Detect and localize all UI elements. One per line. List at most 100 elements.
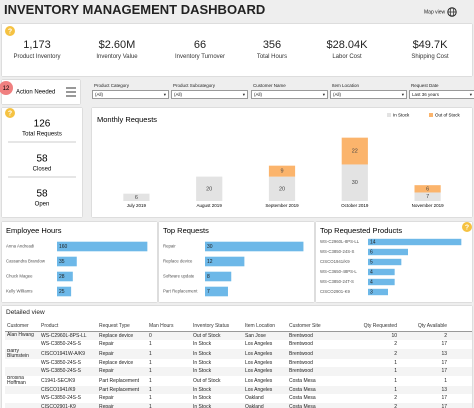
filter-value: (All) bbox=[174, 92, 182, 97]
table-cell: Oakland bbox=[245, 395, 264, 402]
table-cell: Los Angeles bbox=[245, 377, 273, 384]
table-row: WS-C3850-24S-S Replace device 1 In Stock Los… bbox=[5, 359, 472, 368]
table-cell: Repair bbox=[99, 395, 114, 402]
table-row: WS-C3850-24S-S Repair 1 In Stock Oakland Cost… bbox=[5, 394, 472, 403]
table-cell: 1 bbox=[444, 377, 447, 384]
table-cell: 1 bbox=[149, 341, 152, 348]
map-view-label: Map view bbox=[424, 9, 446, 16]
table-cell: 17 bbox=[441, 359, 447, 366]
column-header: Customer bbox=[5, 322, 39, 332]
table-cell: 1 bbox=[149, 359, 152, 366]
table-row: WS-C3850-24S-S Repair 1 In Stock Los Angeles… bbox=[5, 367, 472, 376]
table-cell: 1 bbox=[394, 359, 397, 366]
table-cell: In Stock bbox=[191, 367, 243, 376]
table-cell: 20.00 miles bbox=[449, 348, 472, 359]
table-cell: Los Angeles bbox=[243, 385, 287, 394]
table-cell: 1 bbox=[345, 367, 399, 376]
kpi-panel bbox=[2, 24, 472, 76]
table-cell bbox=[5, 402, 39, 408]
table-cell: 1 bbox=[149, 377, 152, 384]
kpi-value: $28.04K bbox=[326, 39, 368, 51]
kpi-value: 1,173 bbox=[23, 39, 51, 51]
table-cell bbox=[5, 394, 39, 403]
table-cell: WS-C2960L-8PS-LL bbox=[39, 331, 97, 340]
column-header: Item Location bbox=[243, 322, 287, 332]
table-cell: CISCO1941/K9 bbox=[39, 385, 97, 394]
filter-dropdown[interactable]: (All) ▾ bbox=[330, 90, 407, 99]
table-cell: 0 bbox=[147, 331, 191, 340]
table-cell: Los Angeles bbox=[243, 367, 287, 376]
table-cell: Costa Mesa bbox=[287, 385, 345, 394]
table-row: Brosina Hoffman C1941-SEC/K9 Part Replacem… bbox=[5, 376, 472, 386]
filter-dropdown[interactable]: Last 36 years ▾ bbox=[409, 90, 474, 99]
table-cell: Barry Blumstein bbox=[5, 348, 39, 359]
table-cell: 1 bbox=[147, 348, 191, 359]
table-cell: 2150.00 miles bbox=[449, 367, 472, 376]
filter-dropdown[interactable]: (All) ▾ bbox=[171, 90, 248, 99]
column-header: Distance bbox=[449, 322, 472, 332]
action-panel bbox=[2, 80, 80, 104]
column-header: Man Hours bbox=[147, 322, 191, 332]
table-cell: 1 bbox=[345, 385, 399, 394]
table-cell: In Stock bbox=[193, 359, 212, 366]
table-cell: 13 bbox=[399, 385, 449, 394]
filter-value: Last 36 years bbox=[412, 92, 440, 97]
dropdown-arrow: ▾ bbox=[163, 92, 166, 97]
table-cell: 2 bbox=[345, 348, 399, 359]
requests-panel bbox=[2, 108, 82, 217]
table-cell: Brentwood bbox=[289, 359, 313, 366]
table-cell: 17 bbox=[399, 402, 449, 408]
table-cell: WS-C3850-24S-S bbox=[41, 341, 82, 348]
globe-icon bbox=[446, 7, 457, 17]
table-cell: 2 bbox=[394, 395, 397, 402]
table-cell: Replace device bbox=[97, 331, 147, 340]
filter-dropdown[interactable]: (All) ▾ bbox=[92, 90, 169, 99]
table-cell bbox=[5, 367, 39, 376]
table-row: WS-C3850-24S-S Repair 1 In Stock Los Angeles… bbox=[5, 340, 472, 349]
table-cell: Los Angeles bbox=[245, 359, 273, 366]
table-cell: Brentwood bbox=[287, 348, 345, 359]
kpi-value: 356 bbox=[262, 39, 282, 51]
table-title: Detailed view bbox=[6, 309, 45, 316]
map-view-link[interactable]: Map view bbox=[424, 7, 457, 17]
table-cell: Repair bbox=[99, 341, 114, 348]
table-cell: WS-C3850-24S-S bbox=[41, 395, 82, 402]
filter-label: Product Subcategory bbox=[173, 83, 216, 88]
kpi-label: Product Inventory bbox=[13, 54, 61, 60]
header-row: Customer Product Request Type Man Hours Inve… bbox=[5, 322, 472, 332]
filter-label: Customer Name bbox=[253, 83, 286, 88]
table-cell: Brentwood bbox=[287, 367, 345, 376]
kpi-label: Inventory Turnover bbox=[174, 54, 226, 60]
monthly-panel bbox=[92, 108, 472, 217]
table-cell: Los Angeles bbox=[245, 341, 273, 348]
table-row: CISCO1941/K9 Part Replacement 1 In Stock Los… bbox=[5, 385, 472, 394]
table-cell: In Stock bbox=[191, 348, 243, 359]
kpi-label: Total Hours bbox=[256, 54, 288, 60]
filter-label: Product Category bbox=[94, 83, 130, 88]
filter-value: (All) bbox=[333, 92, 341, 97]
kpi-value: $2.60M bbox=[98, 39, 136, 51]
table-cell: C1941-SEC/K9 bbox=[41, 377, 76, 384]
table-cell: 2199.00 miles bbox=[449, 402, 472, 408]
table-cell: 1 bbox=[147, 367, 191, 376]
table-cell bbox=[5, 359, 39, 368]
filter-value: (All) bbox=[254, 92, 262, 97]
table-panel: Detailed view Customer Product Request Type… bbox=[2, 306, 472, 408]
table-cell: 1 bbox=[394, 377, 397, 384]
table-cell: 17 bbox=[441, 341, 447, 348]
table-cell bbox=[5, 385, 39, 394]
column-header: Qty Requested bbox=[345, 322, 399, 332]
table-cell: 2 bbox=[399, 331, 449, 340]
table-cell: Costa Mesa bbox=[289, 377, 316, 384]
filter-dropdown[interactable]: (All) ▾ bbox=[251, 90, 328, 99]
table-cell: 2 bbox=[345, 402, 399, 408]
table-cell: In Stock bbox=[191, 402, 243, 408]
table-row: Barry Blumstein CISCO1941W-A/K9 Repair 1 In … bbox=[5, 348, 472, 359]
table-cell: Costa Mesa bbox=[287, 402, 345, 408]
kpi-label: Shipping Cost bbox=[411, 54, 449, 60]
column-header: Request Type bbox=[97, 322, 147, 332]
table-cell: Los Angeles bbox=[243, 348, 287, 359]
table-cell: 2199.00 miles bbox=[449, 394, 472, 403]
table-cell: 10 bbox=[345, 331, 399, 340]
